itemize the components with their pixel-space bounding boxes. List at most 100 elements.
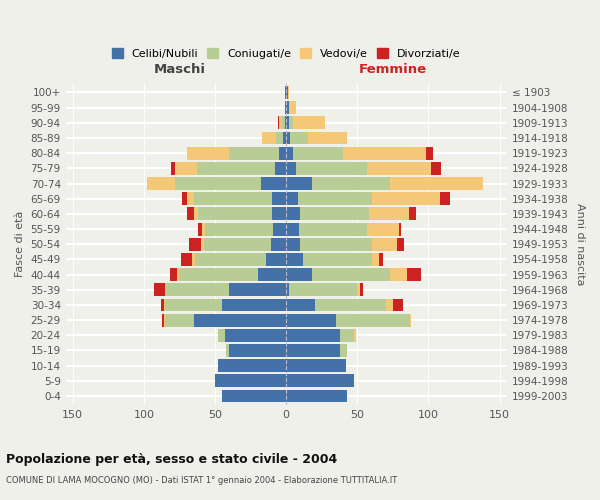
Bar <box>286 177 390 190</box>
Bar <box>170 268 286 281</box>
Bar <box>286 162 296 175</box>
Bar <box>161 298 286 312</box>
Bar <box>286 374 355 388</box>
Legend: Celibi/Nubili, Coniugati/e, Vedovi/e, Divorziati/e: Celibi/Nubili, Coniugati/e, Vedovi/e, Di… <box>107 44 465 63</box>
Bar <box>229 344 286 357</box>
Bar <box>286 298 393 312</box>
Bar <box>286 222 398 235</box>
Bar <box>203 238 286 250</box>
Bar <box>187 146 286 160</box>
Bar <box>286 146 293 160</box>
Bar <box>286 284 358 296</box>
Bar <box>286 162 441 175</box>
Bar <box>286 359 346 372</box>
Bar <box>218 359 286 372</box>
Bar <box>286 268 390 281</box>
Bar <box>202 222 286 235</box>
Bar <box>286 329 356 342</box>
Bar <box>190 238 286 250</box>
Bar <box>197 162 286 175</box>
Bar <box>286 238 301 250</box>
Bar <box>147 177 286 190</box>
Text: Femmine: Femmine <box>359 63 427 76</box>
Bar <box>286 359 346 372</box>
Bar <box>286 177 312 190</box>
Bar <box>278 116 286 130</box>
Bar <box>286 238 371 250</box>
Bar <box>286 132 290 144</box>
Bar <box>286 374 355 388</box>
Bar <box>285 86 286 99</box>
Bar <box>286 222 401 235</box>
Bar <box>198 208 286 220</box>
Bar <box>286 390 347 402</box>
Bar <box>285 86 286 99</box>
Bar <box>164 314 286 326</box>
Bar <box>286 314 336 326</box>
Bar <box>286 116 293 130</box>
Bar <box>286 238 397 250</box>
Bar <box>286 284 289 296</box>
Bar <box>198 222 286 235</box>
Bar <box>286 192 371 205</box>
Bar <box>205 222 286 235</box>
Bar <box>258 268 286 281</box>
Text: Maschi: Maschi <box>154 63 205 76</box>
Bar <box>286 390 347 402</box>
Bar <box>272 208 286 220</box>
Bar <box>187 192 286 205</box>
Bar <box>286 390 347 402</box>
Bar <box>262 132 286 144</box>
Bar <box>271 238 286 250</box>
Y-axis label: Anni di nascita: Anni di nascita <box>575 203 585 285</box>
Bar <box>194 192 286 205</box>
Bar <box>179 268 286 281</box>
Bar <box>286 329 355 342</box>
Bar <box>286 359 346 372</box>
Bar <box>286 268 421 281</box>
Bar <box>286 162 367 175</box>
Bar <box>285 101 286 114</box>
Bar <box>164 298 286 312</box>
Bar <box>286 329 340 342</box>
Bar <box>286 208 409 220</box>
Bar <box>286 253 303 266</box>
Bar <box>286 86 287 99</box>
Bar <box>286 101 289 114</box>
Bar <box>187 208 286 220</box>
Bar <box>222 390 286 402</box>
Bar <box>222 390 286 402</box>
Bar <box>286 132 347 144</box>
Bar <box>218 359 286 372</box>
Bar <box>286 344 347 357</box>
Bar <box>286 208 369 220</box>
Bar <box>286 344 347 357</box>
Bar <box>286 208 416 220</box>
Bar <box>286 208 301 220</box>
Bar <box>286 253 379 266</box>
Bar <box>286 146 433 160</box>
Bar <box>286 101 296 114</box>
Bar <box>286 253 371 266</box>
Bar <box>260 177 286 190</box>
Bar <box>286 268 407 281</box>
Bar <box>272 192 286 205</box>
Bar <box>286 314 412 326</box>
Bar <box>286 298 386 312</box>
Bar <box>286 177 482 190</box>
Bar <box>286 222 299 235</box>
Bar <box>286 284 360 296</box>
Bar <box>286 238 404 250</box>
Bar <box>286 222 367 235</box>
Bar <box>226 344 286 357</box>
Bar <box>194 208 286 220</box>
Bar <box>226 344 286 357</box>
Bar <box>176 268 286 281</box>
Bar <box>222 298 286 312</box>
Bar <box>286 374 355 388</box>
Bar <box>195 253 286 266</box>
Bar <box>215 374 286 388</box>
Bar <box>279 116 286 130</box>
Bar <box>175 177 286 190</box>
Bar <box>286 192 298 205</box>
